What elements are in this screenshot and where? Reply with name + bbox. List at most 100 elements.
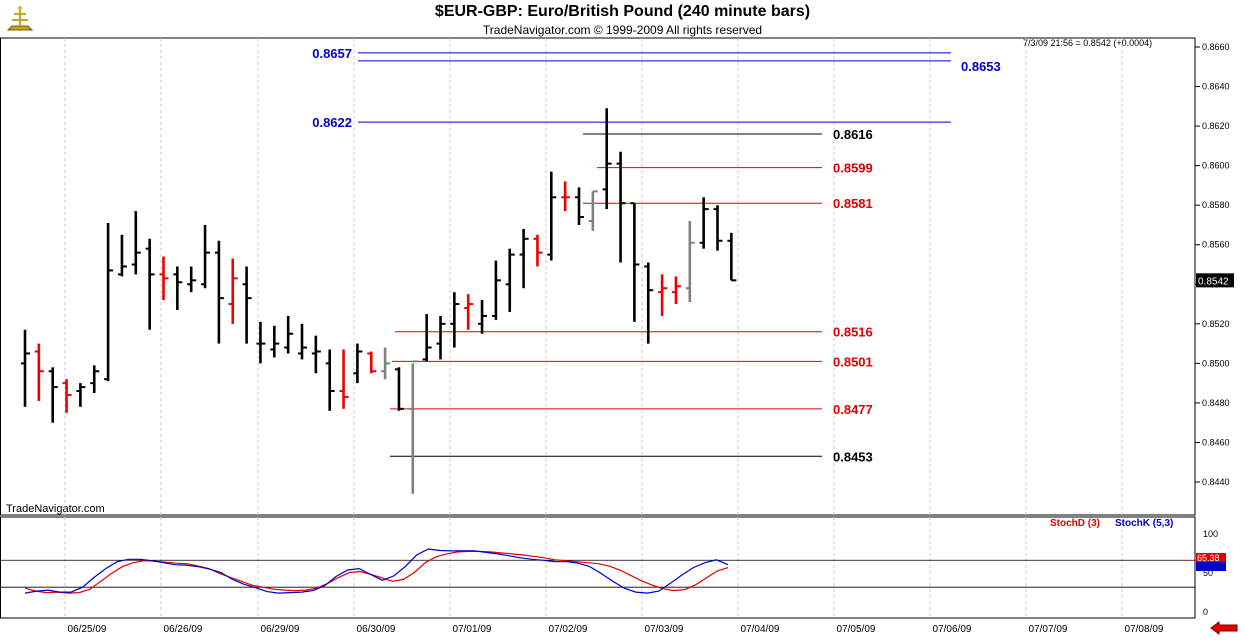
ohlc-bar [727, 232, 737, 282]
x-tick-label: 07/08/09 [1125, 624, 1164, 635]
chart-copyright: TradeNavigator.com © 1999-2009 All right… [482, 23, 763, 37]
ohlc-bar [353, 343, 363, 384]
ohlc-bar [48, 367, 58, 423]
price-level-label: 0.8622 [312, 115, 352, 130]
ohlc-bar [187, 266, 197, 293]
x-tick-label: 06/30/09 [357, 624, 396, 635]
ohlc-bar [311, 335, 321, 374]
scroll-left-arrow-icon[interactable] [1210, 621, 1238, 635]
watermark: TradeNavigator.com [6, 503, 105, 515]
indicator-y-tick-label: 50 [1203, 568, 1213, 578]
x-tick-label: 07/06/09 [933, 624, 972, 635]
price-level-label: 0.8516 [833, 325, 873, 340]
x-tick-label: 06/25/09 [68, 624, 107, 635]
ohlc-bar [644, 262, 654, 344]
ohlc-bar [602, 108, 612, 210]
last-price-box [1196, 273, 1234, 288]
y-tick-label: 0.8660 [1202, 42, 1230, 52]
ohlc-bar [104, 222, 114, 382]
x-tick-label: 07/07/09 [1029, 624, 1068, 635]
ohlc-bar [436, 315, 446, 360]
ohlc-bar [561, 181, 571, 212]
ohlc-bar [464, 294, 474, 330]
ohlc-bar [201, 224, 211, 289]
ohlc-bar [671, 276, 681, 305]
ohlc-bar [699, 197, 709, 249]
ohlc-bar [34, 343, 44, 401]
price-level-label: 0.8453 [833, 449, 873, 464]
ohlc-bar [76, 383, 86, 407]
ohlc-bar [117, 234, 127, 277]
y-tick-label: 0.8580 [1202, 200, 1230, 210]
ohlc-bar [339, 349, 349, 409]
ohlc-bar [145, 238, 155, 330]
indicator-y-tick-label: 0 [1203, 607, 1208, 617]
price-level-label: 0.8501 [833, 354, 873, 369]
ohlc-bar [325, 349, 335, 411]
legend-stoch-k: StochK (5,3) [1115, 518, 1174, 529]
ohlc-bar [616, 151, 626, 263]
x-tick-label: 06/29/09 [261, 624, 300, 635]
ohlc-bar [131, 211, 141, 275]
x-tick-label: 06/26/09 [164, 624, 203, 635]
ohlc-bar [713, 205, 723, 251]
ohlc-bar [630, 202, 640, 322]
ohlc-bar [450, 292, 460, 348]
stoch-last-value: 65.38 [1197, 553, 1220, 563]
ohlc-bar [478, 300, 488, 334]
trade-navigator-logo [6, 6, 34, 31]
ohlc-bar [658, 274, 668, 316]
chart-title: $EUR-GBP: Euro/British Pound (240 minute… [434, 3, 811, 20]
y-tick-label: 0.8440 [1202, 477, 1230, 487]
y-tick-label: 0.8460 [1202, 437, 1230, 447]
ohlc-bar [242, 266, 252, 344]
stoch-series-line [24, 550, 729, 594]
ohlc-bar [422, 313, 432, 362]
ohlc-bar [505, 248, 515, 312]
price-panel-border [0, 37, 1196, 516]
stoch-series-line [24, 548, 729, 594]
ohlc-bar [62, 379, 72, 413]
ohlc-bar [367, 351, 377, 374]
y-tick-label: 0.8620 [1202, 121, 1230, 131]
ohlc-bar [228, 258, 238, 324]
stoch-d-value-box [1196, 553, 1226, 562]
x-tick-label: 07/05/09 [837, 624, 876, 635]
y-tick-label: 0.8560 [1202, 240, 1230, 250]
ohlc-bar [270, 325, 280, 358]
x-tick-label: 07/02/09 [549, 624, 588, 635]
price-level-label: 0.8616 [833, 127, 873, 142]
ohlc-bar [159, 256, 169, 301]
y-tick-label: 0.8640 [1202, 82, 1230, 92]
indicator-panel-border [0, 516, 1196, 619]
ohlc-bar [575, 187, 584, 225]
y-tick-label: 0.8500 [1202, 358, 1230, 368]
price-level-label: 0.8599 [833, 161, 873, 176]
ohlc-bar [21, 329, 30, 407]
price-level-label: 0.8477 [833, 402, 873, 417]
ohlc-bar [547, 171, 557, 261]
x-tick-label: 07/03/09 [645, 624, 684, 635]
ohlc-bar [173, 266, 183, 310]
ohlc-bar [256, 321, 266, 364]
ohlc-bar [588, 190, 598, 231]
ohlc-bar [519, 228, 529, 289]
y-tick-label: 0.8520 [1202, 319, 1230, 329]
indicator-y-tick-label: 100 [1203, 529, 1218, 539]
ohlc-bar [298, 323, 307, 360]
stoch-k-value-box [1196, 562, 1226, 571]
ohlc-bar [491, 260, 501, 320]
y-tick-label: 0.8600 [1202, 161, 1230, 171]
quote-readout: 7/3/09 21:56 = 0.8542 (+0.0004) [1023, 38, 1153, 48]
last-price-label: 0.8542 [1198, 276, 1229, 287]
legend-stoch-d: StochD (3) [1050, 518, 1100, 529]
ohlc-bar [214, 240, 224, 344]
x-tick-label: 07/04/09 [741, 624, 780, 635]
ohlc-bar [381, 347, 391, 380]
x-tick-label: 07/01/09 [453, 624, 492, 635]
ohlc-bar [284, 315, 294, 354]
y-tick-label: 0.8480 [1202, 398, 1230, 408]
price-level-label: 0.8581 [833, 196, 873, 211]
ohlc-bar [685, 221, 695, 303]
